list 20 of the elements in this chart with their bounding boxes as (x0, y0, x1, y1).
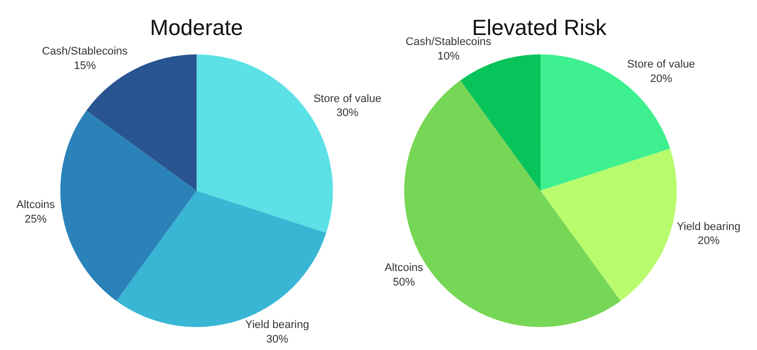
slice-label: Altcoins (384, 262, 424, 274)
data-label: 10% (437, 50, 460, 62)
slice-label: Store of value (627, 58, 696, 71)
data-label: 50% (392, 276, 416, 289)
data-label: 25% (24, 213, 47, 226)
pie-slice (460, 54, 540, 191)
data-label: 20% (650, 72, 672, 85)
slice-label: Cash/Stablecoins (42, 46, 128, 58)
slice-label: Yield bearing (245, 319, 310, 332)
data-label: 15% (74, 60, 96, 72)
data-label: 20% (698, 235, 720, 248)
pie-slice (540, 148, 677, 301)
data-label: 30% (336, 107, 359, 120)
pie-slice (540, 54, 670, 191)
data-label: 30% (266, 333, 288, 346)
slice-label: Store of value (313, 92, 382, 105)
slice-label: Yield bearing (676, 220, 741, 233)
chart-title: Moderate (150, 15, 243, 40)
pie-slice (60, 110, 197, 301)
slice-label: Altcoins (16, 199, 56, 212)
